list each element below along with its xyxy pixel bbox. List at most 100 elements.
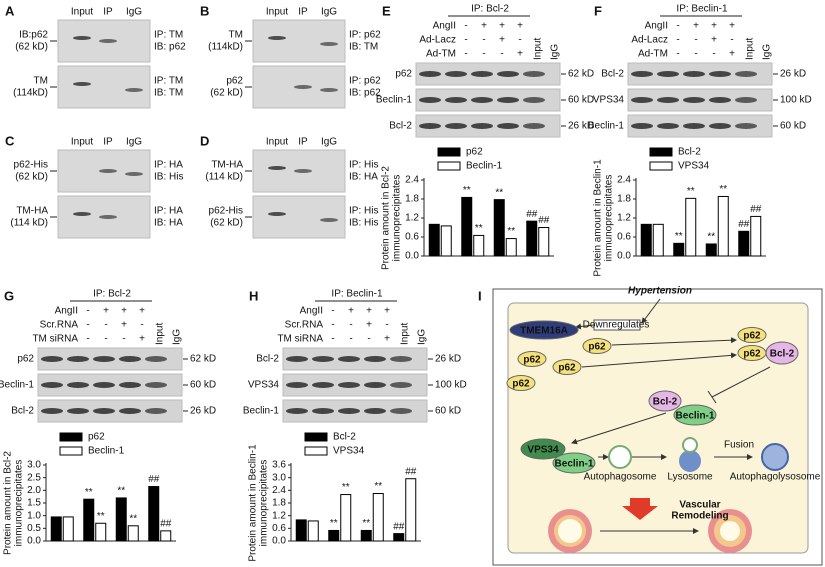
legend-swatch bbox=[304, 432, 328, 442]
blot-band bbox=[735, 97, 757, 103]
blot-band bbox=[338, 408, 360, 414]
legend-label: Bcl-2 bbox=[678, 147, 701, 158]
blot-band bbox=[523, 97, 545, 103]
blot-band bbox=[320, 42, 338, 46]
row-label: (62 kD) bbox=[15, 42, 48, 53]
treatment-sign: + bbox=[366, 320, 372, 331]
treatment-sign: - bbox=[140, 320, 143, 331]
treatment-sign: - bbox=[349, 334, 352, 345]
bar bbox=[160, 530, 172, 542]
significance-label: ** bbox=[495, 187, 503, 198]
blot-band bbox=[294, 85, 312, 89]
blot-band bbox=[125, 88, 143, 92]
legend-swatch bbox=[649, 161, 673, 171]
panel-letter: E bbox=[382, 3, 391, 18]
lane-header: Input bbox=[71, 7, 93, 18]
blot-band bbox=[119, 356, 141, 362]
significance-label: ** bbox=[330, 518, 338, 529]
treatment-sign: - bbox=[464, 49, 467, 60]
legend-label: p62 bbox=[88, 432, 105, 443]
treatment-sign: + bbox=[729, 49, 735, 60]
treatment-sign: - bbox=[331, 320, 334, 331]
treatment-sign: - bbox=[86, 334, 89, 345]
treatment-sign: - bbox=[500, 49, 503, 60]
blot-band bbox=[93, 382, 115, 388]
treatment-sign: + bbox=[348, 306, 354, 317]
blot-band bbox=[657, 71, 679, 77]
diagram-label: Remodeling bbox=[671, 511, 728, 522]
node bbox=[552, 359, 582, 375]
blot-band bbox=[320, 88, 338, 92]
blot-band bbox=[445, 71, 467, 77]
bar bbox=[95, 522, 107, 542]
bar bbox=[360, 529, 372, 542]
blot-band bbox=[709, 97, 731, 103]
blot-band bbox=[364, 408, 386, 414]
bar bbox=[148, 486, 160, 542]
node-label: p62 bbox=[743, 331, 761, 342]
diagram-label: Autophagolysosome bbox=[730, 472, 821, 483]
bar bbox=[673, 242, 685, 257]
blot-band bbox=[471, 97, 493, 103]
legend-swatch bbox=[59, 432, 83, 442]
y-tick-label: 1.2 bbox=[405, 213, 419, 224]
ip-header: IP: Bcl-2 bbox=[93, 289, 131, 300]
blot-band bbox=[657, 123, 679, 129]
y-tick-label: 0.0 bbox=[405, 251, 419, 262]
bar bbox=[538, 227, 550, 257]
blot-label: 60 kD bbox=[780, 121, 806, 132]
lane-header: IP bbox=[103, 7, 113, 18]
blot-label: 26 kD bbox=[435, 354, 461, 365]
y-tick-label: 0.6 bbox=[272, 523, 286, 534]
blot-band bbox=[445, 97, 467, 103]
legend-label: p62 bbox=[466, 147, 483, 158]
bar bbox=[461, 196, 473, 257]
treatment-label: Ad-TM bbox=[638, 49, 668, 60]
row-label: TM-HA bbox=[211, 160, 243, 171]
y-axis-label: immunoprecipitates bbox=[259, 460, 270, 547]
treatment-sign: - bbox=[712, 49, 715, 60]
y-tick-label: 2.5 bbox=[27, 472, 41, 483]
bar bbox=[372, 493, 384, 542]
y-tick-label: 1.8 bbox=[405, 194, 419, 205]
bar bbox=[340, 494, 352, 542]
significance-label: ** bbox=[507, 226, 515, 237]
treatment-label: AngII bbox=[55, 306, 78, 317]
row-label: (114 kD) bbox=[10, 218, 48, 229]
bar bbox=[640, 223, 652, 257]
arrow bbox=[571, 412, 667, 445]
diagram-label: Autophagosome bbox=[584, 472, 657, 483]
blot-band bbox=[683, 71, 705, 77]
blot-label: Bcl-2 bbox=[256, 354, 279, 365]
significance-label: ## bbox=[405, 466, 417, 477]
blot-band bbox=[268, 166, 286, 170]
blot-band bbox=[67, 382, 89, 388]
row-label: IP: HA bbox=[154, 160, 183, 171]
legend-label: Beclin-1 bbox=[466, 161, 503, 172]
node-label: Beclin-1 bbox=[555, 459, 594, 470]
bar bbox=[393, 533, 405, 542]
y-tick-label: 2.4 bbox=[405, 175, 419, 186]
node-label: p62 bbox=[588, 342, 606, 353]
blot-band bbox=[73, 212, 91, 216]
blot-band bbox=[683, 97, 705, 103]
row-label: (114 kD) bbox=[205, 172, 243, 183]
arrow bbox=[575, 323, 595, 330]
blot-band bbox=[390, 382, 412, 388]
panel-letter: F bbox=[594, 3, 602, 18]
y-tick-label: 1.5 bbox=[27, 498, 41, 509]
y-tick-label: 2.4 bbox=[617, 175, 631, 186]
legend-label: VPS34 bbox=[333, 446, 365, 457]
node bbox=[648, 390, 682, 412]
significance-label: ## bbox=[148, 474, 160, 485]
blot-band bbox=[390, 408, 412, 414]
y-axis-label: immunoprecipitates bbox=[14, 460, 25, 547]
autophagosome bbox=[608, 445, 632, 469]
node bbox=[517, 351, 547, 367]
legend-label: VPS34 bbox=[678, 161, 710, 172]
row-label: IB: TM bbox=[349, 42, 378, 53]
y-tick-label: 3.6 bbox=[272, 460, 286, 471]
blot-label: 26 kD bbox=[190, 406, 216, 417]
blot-label: Beclin-1 bbox=[376, 95, 413, 106]
bar bbox=[50, 516, 62, 542]
